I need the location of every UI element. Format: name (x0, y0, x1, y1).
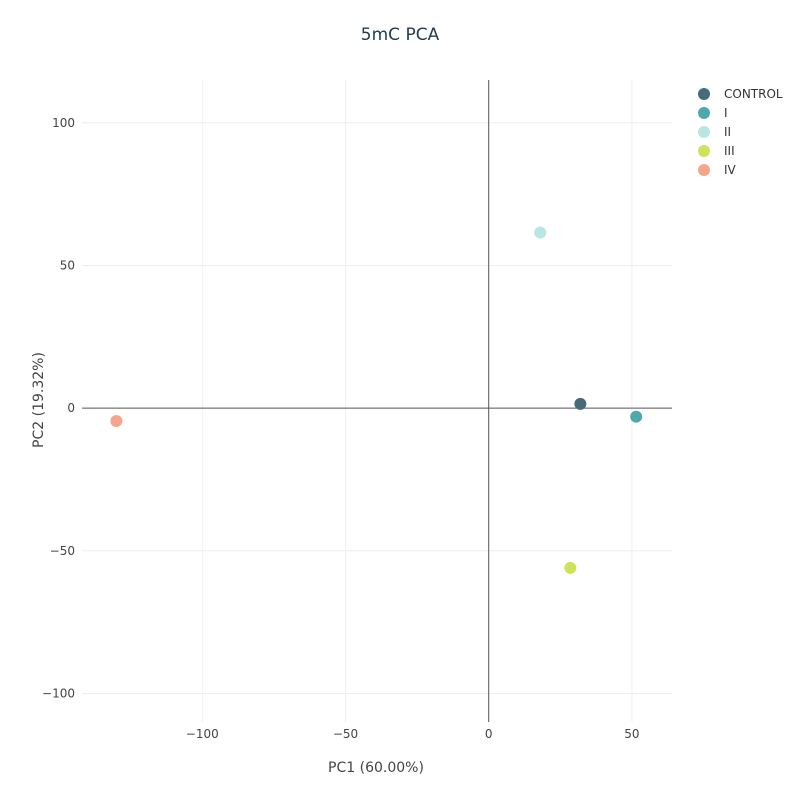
data-point-i[interactable] (630, 410, 643, 423)
legend-label: II (724, 125, 731, 139)
y-tick-label: 100 (52, 116, 75, 130)
legend-marker (698, 164, 710, 176)
legend-marker (698, 88, 710, 100)
legend-item-ii[interactable]: II (698, 125, 731, 139)
legend-item-iv[interactable]: IV (698, 163, 737, 177)
y-tick-label: −100 (42, 686, 75, 700)
y-axis-label: PC2 (19.32%) (31, 352, 47, 448)
legend-label: IV (724, 163, 737, 177)
x-tick-label: −50 (333, 727, 358, 741)
legend-item-i[interactable]: I (698, 106, 728, 120)
x-axis-label: PC1 (60.00%) (328, 760, 424, 776)
data-point-control[interactable] (574, 397, 587, 410)
legend-item-iii[interactable]: III (698, 144, 735, 158)
legend-marker (698, 107, 710, 119)
legend-label: III (724, 144, 735, 158)
chart-title: 5mC PCA (361, 25, 440, 45)
data-point-ii[interactable] (534, 226, 547, 239)
zero-lines (82, 80, 672, 722)
legend-marker (698, 126, 710, 138)
grid-layer (82, 80, 672, 722)
legend-marker (698, 145, 710, 157)
x-tick-label: 0 (485, 727, 493, 741)
y-tick-label: 0 (67, 401, 75, 415)
legend-label: CONTROL (724, 87, 783, 101)
x-tick-label: 50 (624, 727, 639, 741)
data-points (110, 226, 643, 574)
y-tick-label: 50 (60, 258, 75, 272)
legend-label: I (724, 106, 728, 120)
x-tick-label: −100 (186, 727, 219, 741)
tick-labels: −100 −50 0 50 −100 −50 0 50 100 (42, 116, 640, 741)
y-tick-label: −50 (50, 544, 75, 558)
data-point-iv[interactable] (110, 414, 123, 427)
legend-item-control[interactable]: CONTROL (698, 87, 783, 101)
data-point-iii[interactable] (564, 561, 577, 574)
